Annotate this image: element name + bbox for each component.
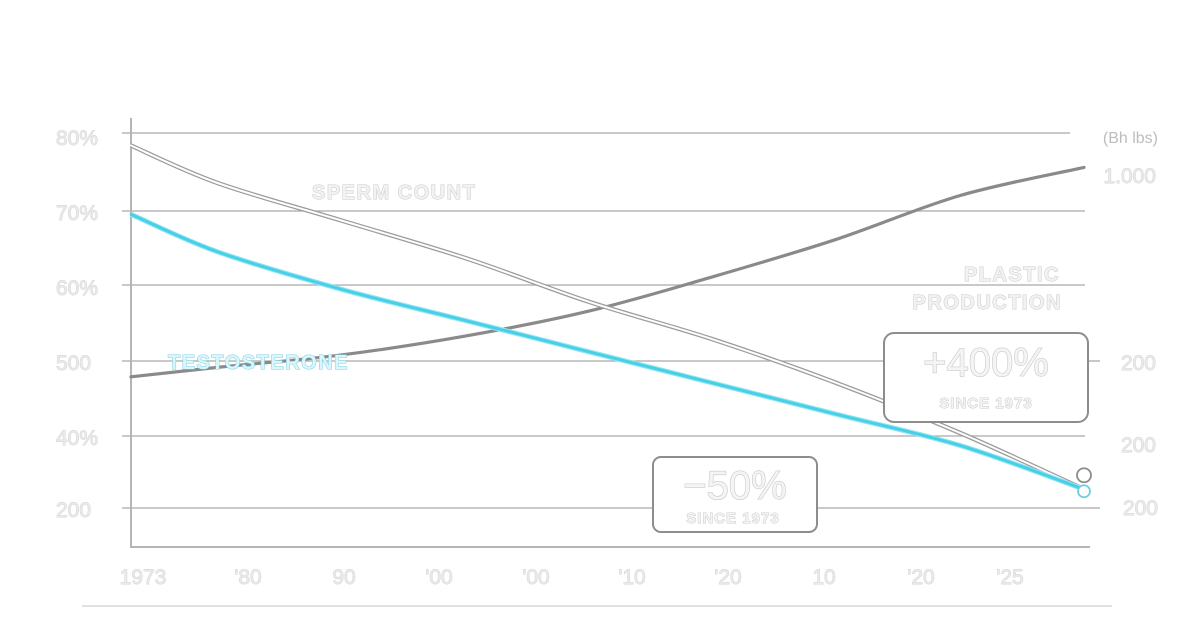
series-line-testosterone (129, 212, 1086, 491)
right-tick-1: 200 (1121, 352, 1156, 375)
left-tick-4: 40% (56, 427, 98, 450)
x-tick-1: '80 (234, 566, 261, 589)
callout-decline-caption: SINCE 1973 (686, 510, 779, 527)
left-axis-ticks: 80% 70% 60% 500 40% 200 (56, 127, 99, 523)
gridlines (122, 132, 1100, 509)
x-tick-3: '00 (425, 566, 452, 589)
x-tick-0: 1973 (120, 566, 167, 589)
right-tick-2: 200 (1121, 434, 1156, 457)
right-tick-0: 1.000 (1103, 165, 1156, 188)
right-axis-unit: (Bh lbs) (1103, 130, 1158, 147)
callout-plastic-caption: SINCE 1973 (939, 395, 1032, 412)
x-tick-7: 10 (812, 566, 835, 589)
series-end-point-testosterone (1077, 484, 1091, 499)
x-tick-8: '20 (907, 566, 934, 589)
left-tick-5: 200 (56, 499, 91, 522)
callout-plastic-box (883, 332, 1089, 423)
series-label-sperm-count: SPERM COUNT (312, 182, 476, 204)
right-axis: (Bh lbs) 1.000 200 200 200 (1103, 130, 1159, 520)
series-label-testosterone: TESTOSTERONE (168, 352, 349, 374)
right-tick-3: 200 (1123, 497, 1158, 520)
left-tick-0: 80% (56, 127, 98, 150)
series-label-plastic-line1: PLASTIC (964, 264, 1060, 286)
x-tick-9: '25 (996, 566, 1023, 589)
x-tick-2: 90 (332, 566, 355, 589)
callout-plastic: +400% SINCE 1973 (883, 332, 1089, 423)
callout-decline: −50% SINCE 1973 (652, 456, 818, 533)
left-tick-2: 60% (56, 277, 98, 300)
callout-decline-box (652, 456, 818, 533)
x-tick-5: '10 (618, 566, 645, 589)
series-end-point-sperm-count (1076, 467, 1092, 484)
x-axis-ticks: 1973 '80 90 '00 '00 '10 '20 10 '20 '25 (119, 566, 1024, 590)
callout-decline-value: −50% (683, 464, 786, 508)
series-layer (129, 143, 1092, 499)
left-tick-1: 70% (56, 202, 98, 225)
series-line-plastic-production (129, 165, 1086, 379)
x-tick-4: '00 (522, 566, 549, 589)
x-tick-6: '20 (714, 566, 741, 589)
left-tick-3: 500 (56, 352, 91, 375)
callout-plastic-value: +400% (923, 341, 1049, 385)
series-label-plastic-line2: PRODUCTION (913, 292, 1062, 314)
